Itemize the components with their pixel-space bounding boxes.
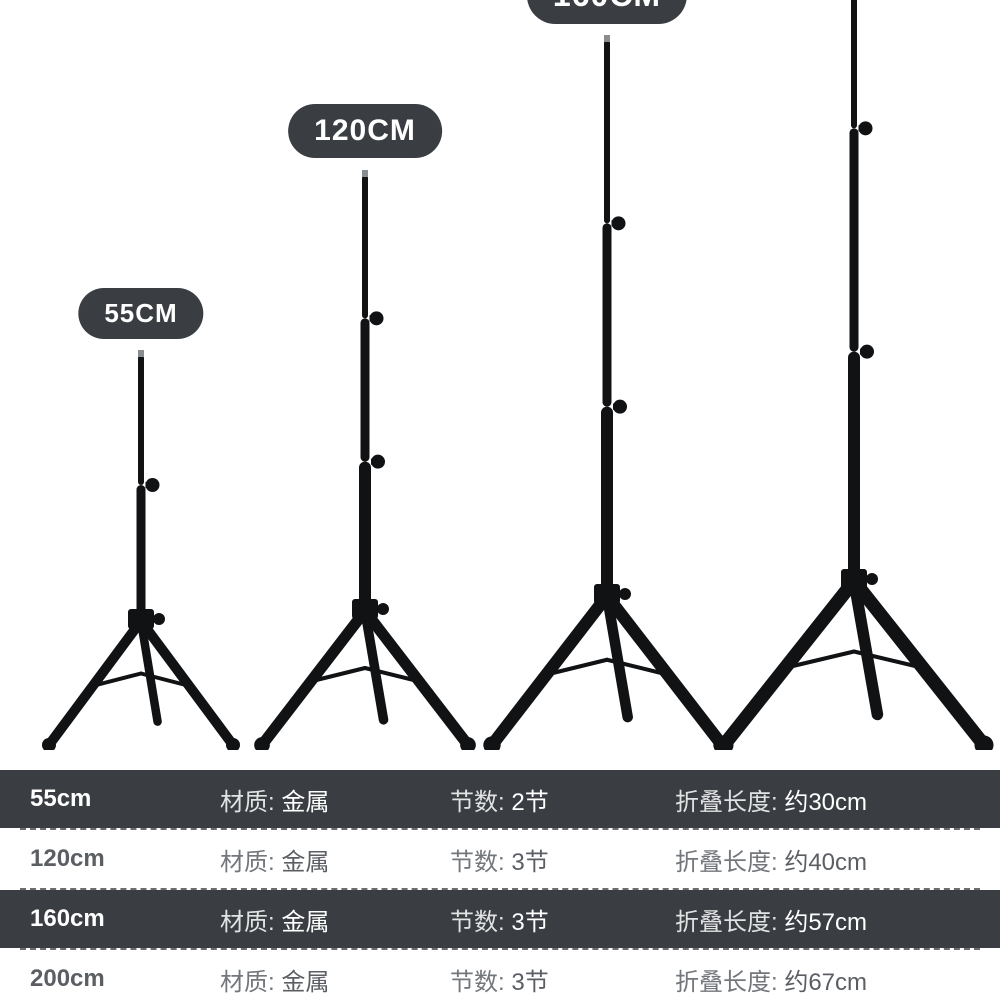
cell-sections: 节数: 3节: [450, 902, 675, 937]
tripod-120cm: [252, 170, 478, 750]
cell-material: 材质: 金属: [220, 902, 450, 937]
tripod-icon: [39, 350, 243, 750]
spec-table: 55cm材质: 金属节数: 2节折叠长度: 约30cm120cm材质: 金属节数…: [0, 770, 1000, 1008]
tripod-icon: [714, 0, 994, 750]
tripod-200cm: [714, 0, 994, 750]
cell-sections: 节数: 3节: [450, 842, 675, 877]
cell-material: 材质: 金属: [220, 962, 450, 997]
tripod-160cm: [482, 35, 732, 750]
cell-folded: 折叠长度: 约57cm: [675, 902, 970, 937]
size-badge-160cm: 160CM: [527, 0, 687, 24]
cell-size: 120cm: [30, 845, 220, 873]
spec-row-160cm: 160cm材质: 金属节数: 3节折叠长度: 约57cm: [0, 890, 1000, 948]
cell-size: 160cm: [30, 905, 220, 933]
cell-material: 材质: 金属: [220, 842, 450, 877]
tripod-icon: [482, 35, 732, 750]
tripod-size-diagram: 55CM120CM160CM200CM: [0, 0, 1000, 780]
cell-folded: 折叠长度: 约67cm: [675, 962, 970, 997]
size-badge-55cm: 55CM: [78, 288, 203, 339]
spec-row-200cm: 200cm材质: 金属节数: 3节折叠长度: 约67cm: [0, 950, 1000, 1008]
tripod-icon: [252, 170, 478, 750]
cell-folded: 折叠长度: 约40cm: [675, 842, 970, 877]
spec-row-120cm: 120cm材质: 金属节数: 3节折叠长度: 约40cm: [0, 830, 1000, 888]
cell-sections: 节数: 3节: [450, 962, 675, 997]
spec-row-55cm: 55cm材质: 金属节数: 2节折叠长度: 约30cm: [0, 770, 1000, 828]
cell-material: 材质: 金属: [220, 782, 450, 817]
size-badge-120cm: 120CM: [288, 104, 442, 158]
tripod-55cm: [39, 350, 243, 750]
cell-size: 55cm: [30, 785, 220, 813]
cell-size: 200cm: [30, 965, 220, 993]
cell-folded: 折叠长度: 约30cm: [675, 782, 970, 817]
cell-sections: 节数: 2节: [450, 782, 675, 817]
